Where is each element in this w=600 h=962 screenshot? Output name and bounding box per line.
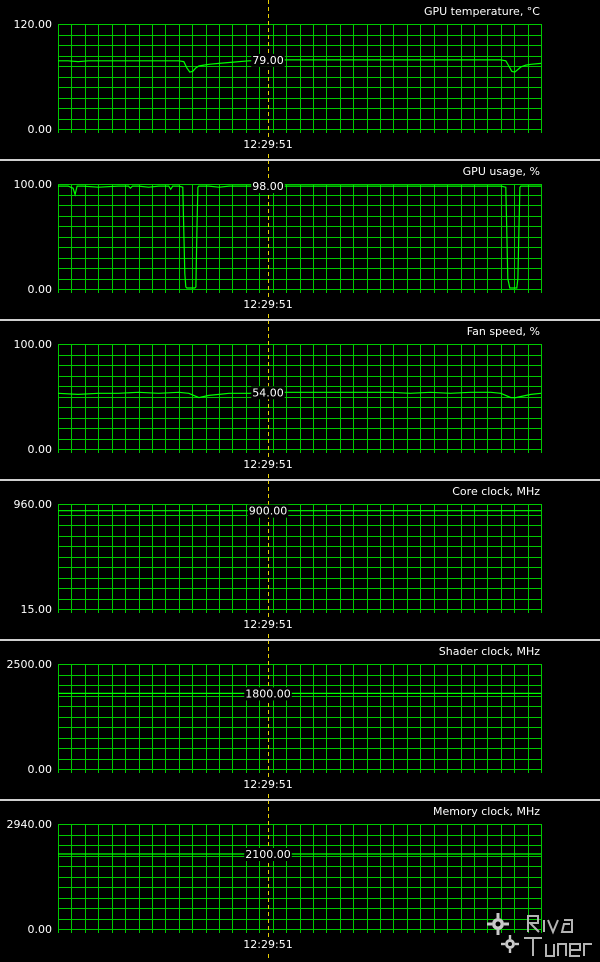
y-max-label: 120.00: [14, 18, 53, 31]
y-min-label: 0.00: [28, 763, 53, 776]
cursor-time-label: 12:29:51: [243, 298, 292, 311]
cursor-value-label: 54.00: [252, 386, 284, 399]
series-line: [57, 391, 542, 399]
graph-title: Fan speed, %: [467, 325, 540, 338]
cursor-value-backing: [251, 386, 285, 400]
cursor-value-backing: [251, 53, 285, 67]
cursor-time-label: 12:29:51: [243, 138, 292, 151]
cursor-time-label: 12:29:51: [243, 458, 292, 471]
gear-icon: [487, 913, 519, 953]
time-label-backing: [242, 298, 294, 311]
y-min-label: 15.00: [21, 603, 53, 616]
monitor-panel: 2100.00 2940.00 0.00 Memory clock, MHz 12:29…: [0, 800, 600, 960]
y-max-label: 960.00: [14, 498, 53, 511]
y-min-label: 0.00: [28, 283, 53, 296]
graph-title: GPU temperature, °C: [424, 5, 540, 18]
cursor-value-label: 1800.00: [245, 687, 291, 700]
cursor-value-label: 98.00: [252, 180, 284, 193]
grid: [58, 504, 542, 613]
panel-separator: [0, 799, 600, 801]
time-label-backing: [242, 778, 294, 791]
watermark-logo: [524, 915, 592, 957]
time-label-backing: [242, 138, 294, 151]
cursor-value-backing: [251, 180, 285, 194]
monitor-graph: 79.00 120.00 0.00 GPU temperature, °C 12:29:…: [14, 0, 542, 160]
graph-title: GPU usage, %: [463, 165, 540, 178]
cursor-time-label: 12:29:51: [243, 618, 292, 631]
time-label-backing: [242, 938, 294, 951]
cursor-value-label: 2100.00: [245, 848, 291, 861]
y-min-label: 0.00: [28, 923, 53, 936]
y-max-label: 100.00: [14, 178, 53, 191]
monitor-panel: 79.00 120.00 0.00 GPU temperature, °C 12:29:…: [0, 0, 600, 160]
cursor-value-backing: [244, 848, 292, 861]
cursor-time-label: 12:29:51: [243, 778, 292, 791]
monitor-graph: 2100.00 2940.00 0.00 Memory clock, MHz 12:29…: [7, 800, 542, 960]
graph-title: Core clock, MHz: [452, 485, 540, 498]
grid: [58, 824, 542, 933]
panel-separator: [0, 639, 600, 641]
grid: [58, 24, 542, 133]
monitor-graph: 98.00 100.00 0.00 GPU usage, % 12:29:51: [14, 160, 542, 320]
grid: [58, 664, 542, 773]
panel-separator: [0, 479, 600, 481]
panel-separator: [0, 159, 600, 161]
cursor-value-backing: [244, 687, 292, 701]
monitor-panel: 98.00 100.00 0.00 GPU usage, % 12:29:51: [0, 160, 600, 320]
y-min-label: 0.00: [28, 123, 53, 136]
rivatuner-watermark: [487, 913, 592, 957]
monitor-panel: 1800.00 2500.00 0.00 Shader clock, MHz 12:29…: [0, 640, 600, 800]
cursor-time-label: 12:29:51: [243, 938, 292, 951]
series-line: [58, 59, 542, 73]
monitor-graph: 54.00 100.00 0.00 Fan speed, % 12:29:51: [14, 320, 542, 480]
y-min-label: 0.00: [28, 443, 53, 456]
y-max-label: 2940.00: [7, 818, 53, 831]
grid: [58, 344, 542, 453]
monitor-panel: 54.00 100.00 0.00 Fan speed, % 12:29:51: [0, 320, 600, 480]
cursor-value-backing: [247, 504, 289, 518]
time-label-backing: [242, 618, 294, 631]
cursor-value-label: 79.00: [252, 54, 284, 67]
grid: [58, 184, 542, 293]
monitor-panel: 900.00 960.00 15.00 Core clock, MHz 12:29:51: [0, 480, 600, 640]
cursor-value-label: 900.00: [249, 505, 288, 518]
monitor-graph: 900.00 960.00 15.00 Core clock, MHz 12:29:51: [14, 480, 542, 640]
graph-title: Shader clock, MHz: [439, 645, 540, 658]
time-label-backing: [242, 458, 294, 471]
panel-separator: [0, 319, 600, 321]
y-max-label: 100.00: [14, 338, 53, 351]
y-max-label: 2500.00: [7, 658, 53, 671]
graph-title: Memory clock, MHz: [433, 805, 540, 818]
monitor-graph: 1800.00 2500.00 0.00 Shader clock, MHz 12:29…: [7, 640, 542, 800]
